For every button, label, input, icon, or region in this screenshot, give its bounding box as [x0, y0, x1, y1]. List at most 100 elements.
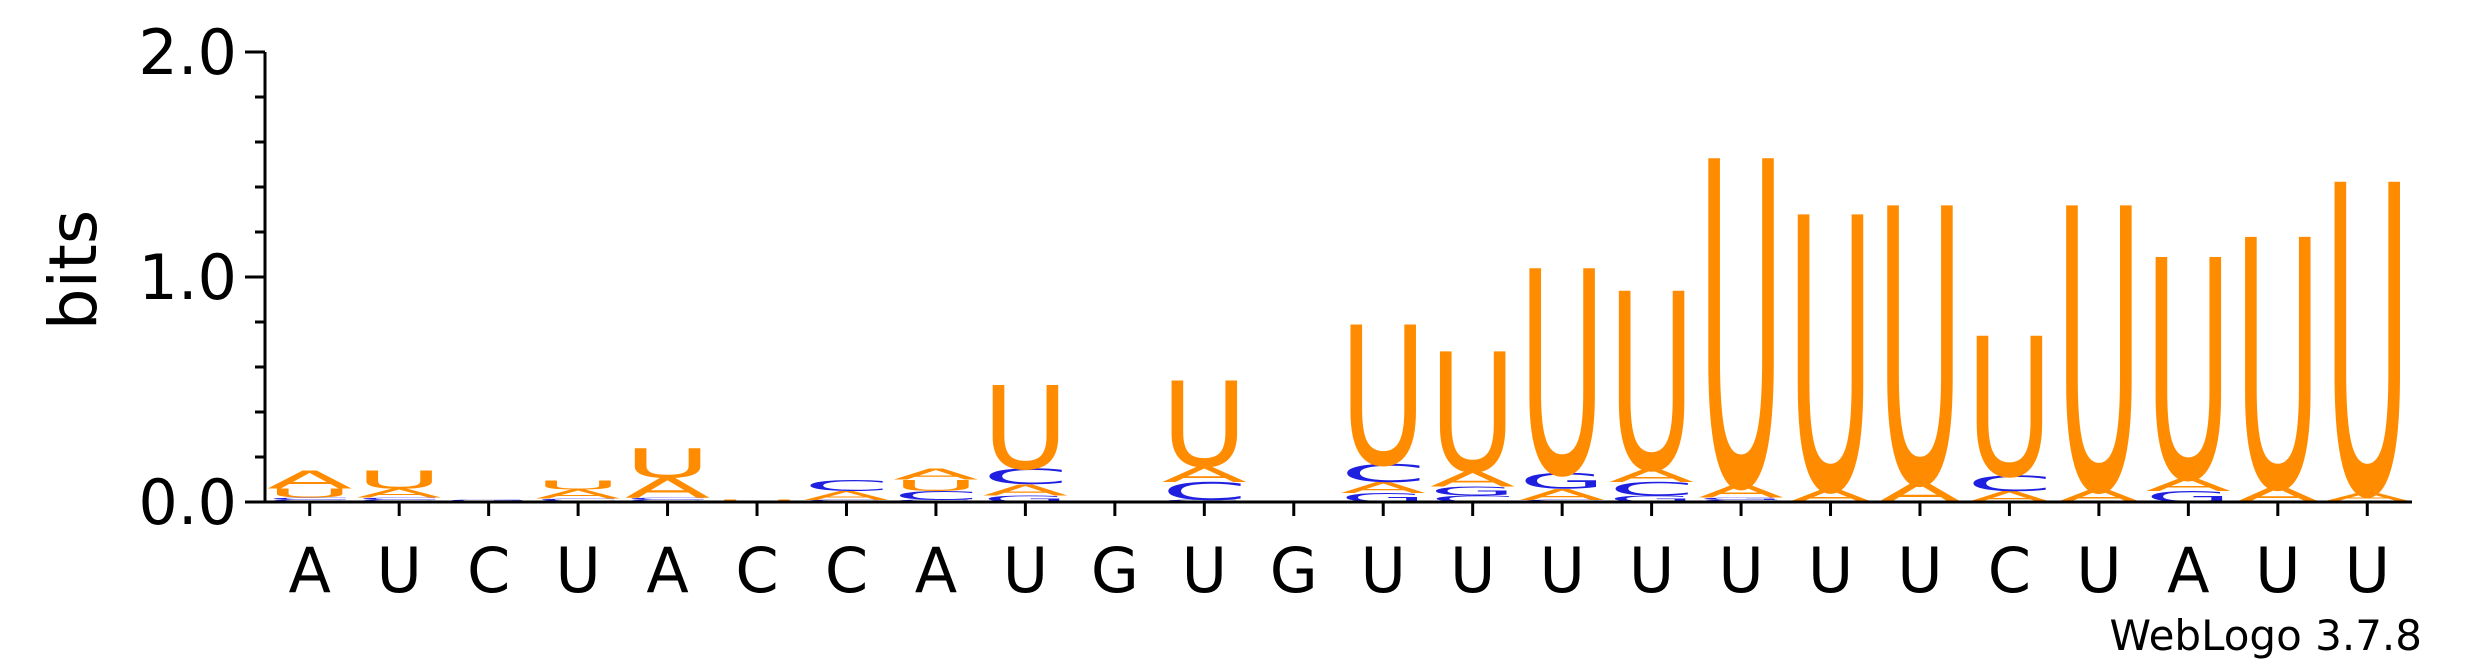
x-tick-label: U — [555, 534, 600, 607]
logo-glyph: U — [1519, 212, 1605, 539]
logo-glyph: A — [535, 487, 621, 501]
logo-letter: A — [625, 472, 711, 504]
logo-letter: C — [267, 497, 353, 501]
y-axis-ticks: 0.0 1.0 2.0 — [138, 16, 265, 539]
logo-letter: C — [804, 477, 890, 495]
logo-stacks: GCUAGCAUAGGCAUGCAUAUGACGCUAGACUGCAUGACUC… — [267, 71, 2410, 593]
logo-letter: C — [535, 498, 621, 502]
logo-glyph: U — [535, 478, 621, 492]
logo-glyph: C — [893, 488, 979, 502]
logo-glyph: U — [893, 476, 979, 494]
logo-glyph: C — [1430, 493, 1516, 504]
logo-glyph: U — [2145, 198, 2231, 550]
x-tick-label: C — [735, 534, 778, 607]
logo-glyph: G — [1609, 493, 1695, 504]
logo-glyph: A — [356, 486, 442, 500]
logo-letter: A — [1519, 486, 1605, 504]
x-tick-label: A — [289, 534, 331, 607]
logo-glyph: G — [1698, 497, 1784, 501]
logo-letter: U — [1966, 299, 2052, 521]
logo-letter: A — [2324, 490, 2410, 504]
logo-glyph: A — [1609, 465, 1695, 486]
logo-letter: U — [1340, 288, 1426, 510]
logo-letter: G — [982, 493, 1068, 504]
x-tick-label: C — [825, 534, 868, 607]
logo-glyph: A — [1340, 479, 1426, 497]
x-tick-label: U — [1897, 534, 1942, 607]
logo-glyph: A — [267, 466, 353, 495]
logo-letter: A — [1340, 479, 1426, 497]
logo-glyph: C — [1609, 478, 1695, 500]
logo-glyph: U — [714, 499, 800, 501]
logo-letter: G — [1609, 493, 1695, 504]
x-tick-label: U — [1003, 534, 1048, 607]
logo-glyph: A — [1698, 481, 1784, 502]
x-tick-label: G — [1091, 534, 1139, 607]
logo-letter: G — [1698, 497, 1784, 501]
logo-glyph: C — [804, 477, 890, 495]
logo-letter: C — [1966, 471, 2052, 496]
logo-letter: C — [1430, 493, 1516, 504]
x-tick-label: U — [2345, 534, 2390, 607]
logo-glyph: G — [1519, 468, 1605, 493]
logo-glyph: U — [1161, 357, 1247, 494]
logo-letter: C — [1609, 478, 1695, 500]
logo-letter: A — [1430, 466, 1516, 491]
logo-letter: A — [267, 466, 353, 495]
logo-letter: U — [1877, 132, 1963, 572]
logo-glyph: C — [267, 497, 353, 501]
x-tick-label: U — [2255, 534, 2300, 607]
logo-glyph: A — [625, 472, 711, 504]
logo-glyph: U — [1430, 319, 1516, 510]
x-tick-label: U — [1361, 534, 1406, 607]
logo-glyph: U — [356, 466, 442, 495]
logo-glyph: A — [1161, 462, 1247, 487]
logo-glyph: G — [982, 493, 1068, 504]
logo-glyph: A — [804, 488, 890, 502]
logo-letter: A — [356, 486, 442, 500]
y-axis-label: bits — [35, 210, 112, 331]
logo-letter: U — [1519, 212, 1605, 539]
logo-letter: A — [2145, 474, 2231, 495]
logo-letter: U — [1161, 357, 1247, 494]
logo-letter: U — [1609, 244, 1695, 527]
x-tick-label: C — [1988, 534, 2031, 607]
logo-letter: A — [893, 465, 979, 483]
logo-letter: C — [982, 464, 1068, 489]
logo-glyph: U — [625, 440, 711, 487]
logo-letter: U — [356, 466, 442, 495]
logo-glyph: U — [982, 364, 1068, 496]
logo-glyph: G — [446, 499, 532, 501]
x-tick-label: A — [2167, 534, 2209, 607]
logo-letter: C — [356, 497, 442, 501]
logo-glyph: U — [1877, 132, 1963, 572]
y-tick-label: 0.0 — [138, 466, 237, 539]
logo-glyph: C — [1966, 471, 2052, 496]
y-tick-label: 1.0 — [138, 241, 237, 314]
logo-glyph: C — [356, 497, 442, 501]
logo-letter: A — [1161, 462, 1247, 487]
logo-glyph: A — [2324, 490, 2410, 504]
x-tick-label: A — [915, 534, 957, 607]
logo-letter: U — [714, 499, 800, 501]
logo-glyph: G — [1430, 484, 1516, 498]
logo-letter: G — [446, 499, 532, 501]
logo-letter: U — [535, 478, 621, 492]
logo-glyph: U — [2324, 97, 2410, 593]
logo-letter: U — [2324, 97, 2410, 593]
x-tick-label: U — [1718, 534, 1763, 607]
logo-glyph: A — [1519, 486, 1605, 504]
logo-letter: A — [1609, 465, 1695, 486]
logo-letter: U — [267, 486, 353, 500]
logo-glyph: C — [535, 498, 621, 502]
logo-letter: U — [1430, 319, 1516, 510]
logo-letter: C — [625, 497, 711, 501]
weblogo-credit: WebLogo 3.7.8 — [2110, 611, 2423, 660]
logo-glyph: A — [893, 465, 979, 483]
logo-glyph: U — [1966, 299, 2052, 521]
x-tick-label: U — [1182, 534, 1227, 607]
logo-letter: U — [893, 476, 979, 494]
logo-letter: G — [1519, 468, 1605, 493]
logo-letter: A — [1698, 481, 1784, 502]
